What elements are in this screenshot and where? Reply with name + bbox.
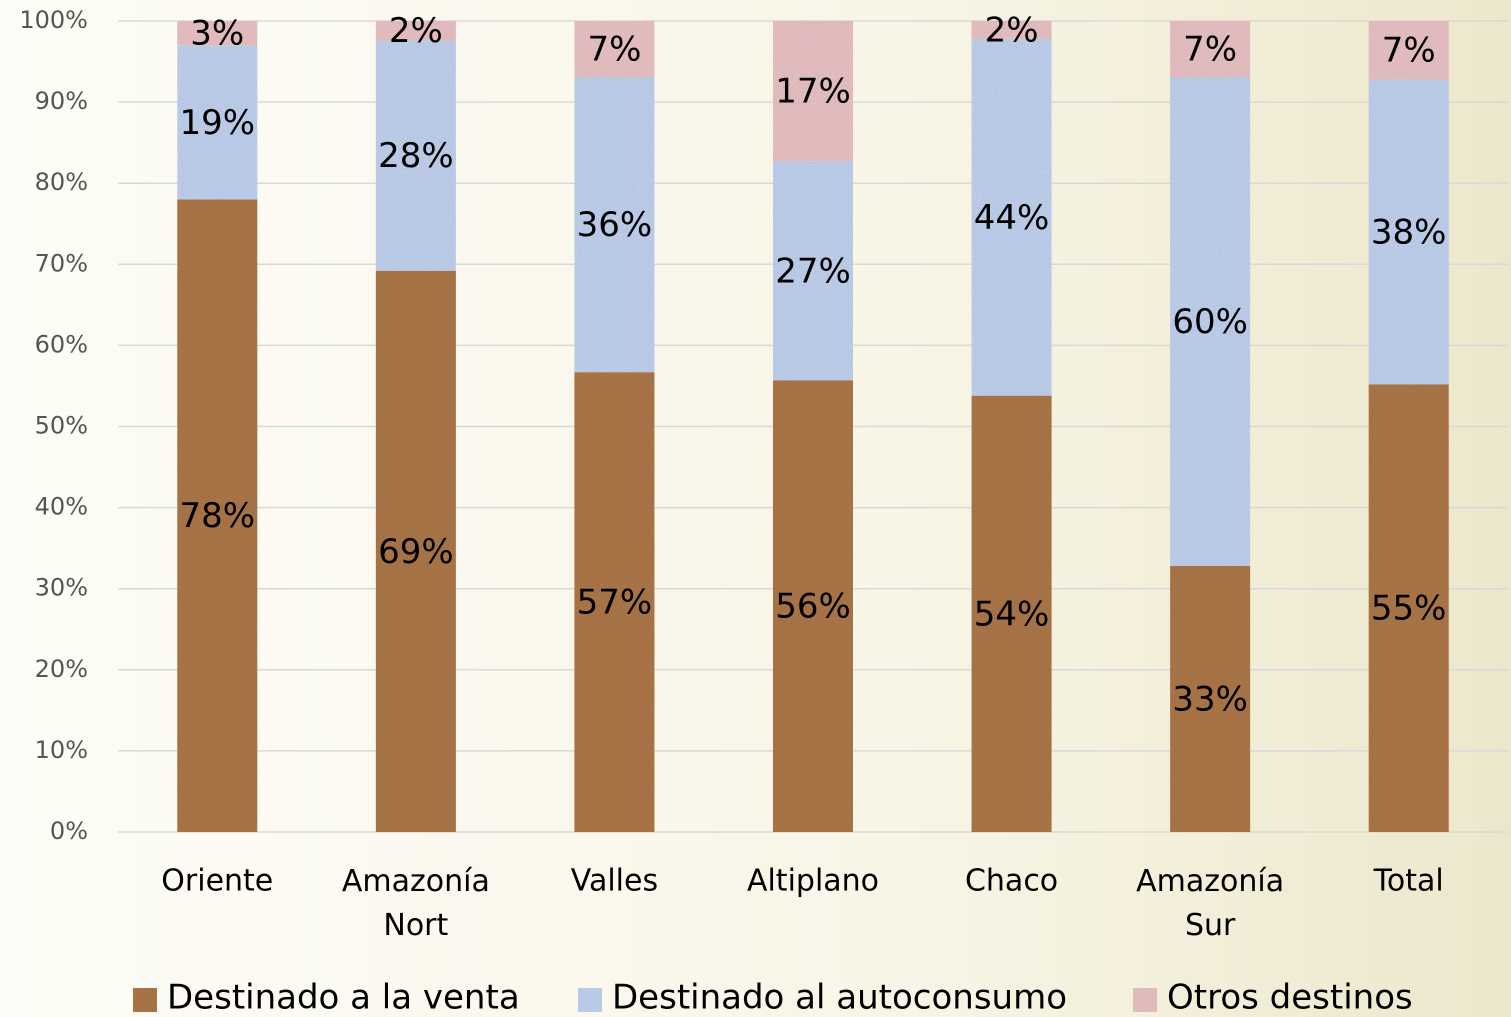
bar-segment: [971, 38, 1052, 396]
data-label: 57%: [577, 583, 653, 623]
x-tick-label: Altiplano: [747, 864, 879, 899]
legend-swatch: [133, 988, 157, 1012]
legend-swatch: [1133, 988, 1157, 1012]
bar-segment: [1368, 384, 1449, 832]
bar-segment: [375, 40, 456, 271]
bar-segment: [773, 380, 853, 832]
data-label: 27%: [775, 251, 851, 291]
x-tick-label: Oriente: [161, 864, 273, 899]
data-label: 56%: [775, 587, 851, 627]
y-tick-label: 100%: [19, 6, 88, 34]
data-label: 3%: [190, 14, 244, 54]
x-tick-label: Valles: [571, 864, 658, 899]
data-label: 2%: [389, 11, 443, 51]
x-tick-label: Chaco: [965, 864, 1058, 899]
bar-segment: [1170, 565, 1251, 832]
bar-segment: [773, 21, 853, 162]
data-label: 19%: [179, 103, 255, 143]
y-tick-label: 80%: [35, 168, 88, 196]
bar-segment: [375, 21, 456, 41]
y-tick-label: 40%: [35, 493, 88, 521]
legend-swatch: [578, 988, 602, 1012]
bar-segment: [574, 76, 655, 373]
x-tick-label: Amazonía Sur: [1136, 864, 1284, 943]
bar-segment: [971, 21, 1052, 39]
y-tick-label: 30%: [35, 574, 88, 602]
data-label: 7%: [1183, 29, 1237, 69]
y-tick-label: 50%: [35, 412, 88, 440]
y-tick-label: 70%: [35, 249, 88, 277]
data-label: 38%: [1371, 212, 1447, 252]
data-label: 28%: [378, 136, 454, 176]
y-tick-label: 0%: [50, 817, 88, 845]
bar-segment: [971, 395, 1052, 832]
data-label: 33%: [1172, 679, 1248, 719]
data-label: 2%: [985, 10, 1039, 50]
bar-segment: [177, 21, 258, 46]
bar-segment: [1368, 21, 1449, 80]
data-label: 7%: [587, 29, 641, 69]
data-label: 55%: [1371, 589, 1447, 629]
bar-segment: [1170, 76, 1251, 566]
bar-segment: [177, 45, 258, 200]
data-label: 7%: [1382, 31, 1436, 71]
data-label: 60%: [1172, 302, 1248, 342]
bar-segment: [773, 161, 853, 381]
data-label: 78%: [179, 496, 255, 536]
y-tick-label: 10%: [35, 736, 88, 764]
x-tick-label: Amazonía Nort: [342, 864, 490, 943]
data-label: 17%: [775, 72, 851, 112]
data-label: 36%: [577, 205, 653, 245]
bar-segment: [375, 270, 456, 833]
bar-segment: [1368, 79, 1449, 385]
bar-segment: [177, 199, 258, 833]
bar-segment: [574, 372, 655, 832]
y-tick-label: 20%: [35, 655, 88, 683]
bar-segment: [1170, 21, 1251, 77]
bar-segment: [574, 21, 655, 77]
x-tick-label: Total: [1373, 864, 1444, 899]
data-label: 54%: [974, 594, 1050, 634]
legend-label: Otros destinos: [1167, 978, 1413, 1017]
data-label: 44%: [974, 198, 1050, 238]
y-tick-label: 90%: [35, 87, 88, 115]
legend-label: Destinado al autoconsumo: [612, 978, 1067, 1017]
y-tick-label: 60%: [35, 330, 88, 358]
legend-label: Destinado a la venta: [167, 978, 520, 1017]
data-label: 69%: [378, 532, 454, 572]
